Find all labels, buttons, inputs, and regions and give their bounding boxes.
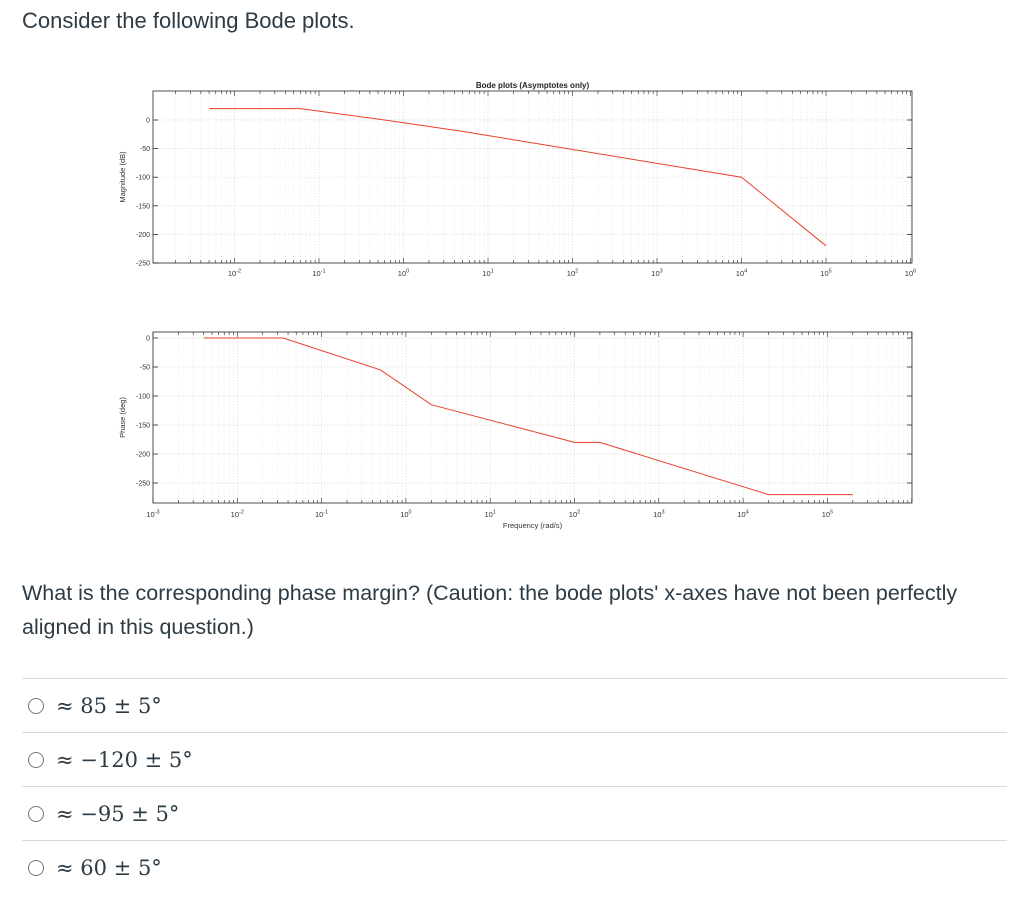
question-intro: Consider the following Bode plots. bbox=[22, 8, 355, 33]
y-tick-label: -100 bbox=[136, 175, 150, 182]
answer-label: ≈ −120 ± 5° bbox=[56, 747, 193, 772]
radio-button[interactable] bbox=[28, 751, 44, 768]
x-tick-label: 102 bbox=[567, 269, 578, 279]
y-tick-label: -200 bbox=[136, 232, 150, 239]
phase-grid bbox=[152, 332, 913, 503]
x-tick-label: 101 bbox=[482, 269, 493, 279]
y-tick-label: -50 bbox=[140, 146, 150, 153]
answer-list: ≈ 85 ± 5° ≈ −120 ± 5° ≈ −95 ± 5° ≈ 60 ± … bbox=[22, 678, 1007, 894]
answer-option[interactable]: ≈ 85 ± 5° bbox=[22, 678, 1007, 732]
y-tick-label: -150 bbox=[136, 203, 150, 210]
phase-curve bbox=[203, 337, 853, 496]
x-tick-label: 10-2 bbox=[231, 510, 244, 520]
y-axis-label: Magnitude (dB) bbox=[118, 151, 127, 203]
radio-button[interactable] bbox=[28, 805, 44, 822]
magnitude-axes: 0 -50 -100 -150 -200 -250 10-2 10-1 100 101 102 103… bbox=[118, 81, 916, 278]
question-prompt: What is the corresponding phase margin? … bbox=[22, 581, 958, 639]
magnitude-grid bbox=[153, 91, 912, 264]
x-tick-label: 10-2 bbox=[228, 269, 241, 279]
x-tick-label: 100 bbox=[400, 510, 411, 520]
answer-option[interactable]: ≈ 60 ± 5° bbox=[22, 840, 1007, 894]
y-tick-label: 0 bbox=[146, 118, 150, 125]
x-tick-label: 104 bbox=[737, 510, 748, 520]
y-tick-label: 0 bbox=[146, 336, 150, 343]
x-axis-label: Frequency (rad/s) bbox=[503, 521, 563, 530]
x-tick-label: 102 bbox=[569, 510, 580, 520]
x-tick-label: 103 bbox=[653, 510, 664, 520]
chart-title: Bode plots (Asymptotes only) bbox=[476, 81, 590, 90]
x-tick-label: 100 bbox=[398, 269, 409, 279]
answer-label: ≈ 60 ± 5° bbox=[56, 855, 162, 880]
answer-label: ≈ −95 ± 5° bbox=[56, 801, 180, 826]
x-tick-label: 10-1 bbox=[312, 269, 325, 279]
answer-label: ≈ 85 ± 5° bbox=[56, 693, 162, 718]
x-tick-label: 103 bbox=[651, 269, 662, 279]
y-tick-label: -150 bbox=[136, 423, 150, 430]
answer-option[interactable]: ≈ −95 ± 5° bbox=[22, 786, 1007, 840]
phase-line bbox=[203, 337, 853, 496]
x-tick-label: 104 bbox=[736, 269, 747, 279]
x-tick-label: 10-1 bbox=[315, 510, 328, 520]
y-tick-label: -200 bbox=[136, 452, 150, 459]
bode-figure: 0 -50 -100 -150 -200 -250 10-2 10-1 100 101 102 103… bbox=[118, 81, 916, 530]
y-tick-label: -250 bbox=[136, 481, 150, 488]
x-tick-label: 106 bbox=[905, 269, 916, 279]
magnitude-line bbox=[209, 108, 827, 247]
y-tick-label: -50 bbox=[140, 365, 150, 372]
axes-box bbox=[152, 331, 913, 504]
x-tick-label: 10-3 bbox=[146, 510, 159, 520]
y-tick-label: -100 bbox=[136, 394, 150, 401]
y-tick-label: -250 bbox=[136, 261, 150, 268]
phase-axes: 0 -50 -100 -150 -200 -250 10-3 10-2 10-1 100 101 10… bbox=[118, 331, 913, 530]
x-tick-label: 101 bbox=[484, 510, 495, 520]
radio-button[interactable] bbox=[28, 859, 44, 876]
answer-option[interactable]: ≈ −120 ± 5° bbox=[22, 732, 1007, 786]
x-tick-label: 105 bbox=[822, 510, 833, 520]
y-axis-label: Phase (deg) bbox=[118, 397, 127, 438]
radio-button[interactable] bbox=[28, 697, 44, 714]
magnitude-curve bbox=[209, 108, 827, 247]
x-tick-label: 105 bbox=[820, 269, 831, 279]
